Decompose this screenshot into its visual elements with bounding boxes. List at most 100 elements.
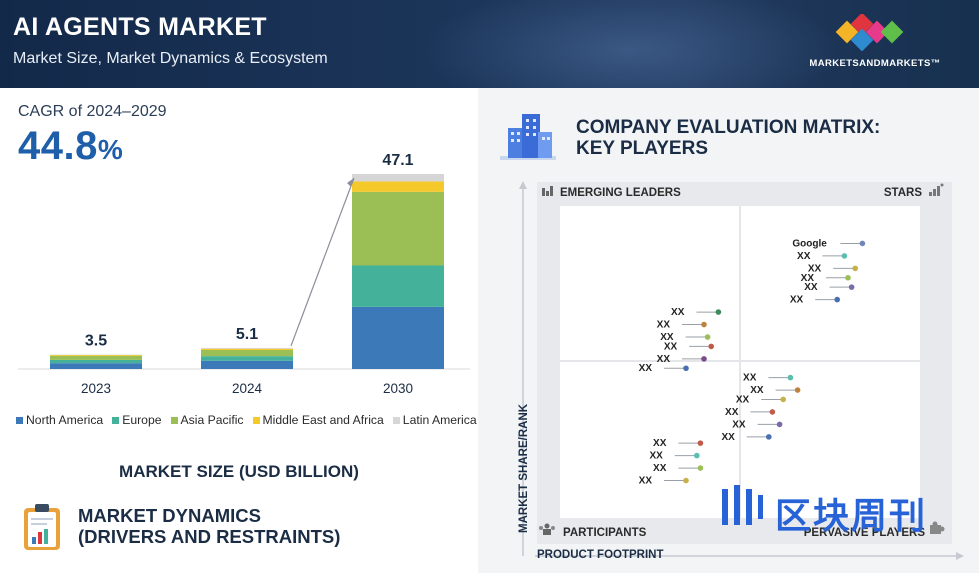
page-title: AI AGENTS MARKET [13, 13, 267, 41]
company-point-marker [794, 387, 801, 393]
company-point-label: XX [671, 307, 685, 318]
legend-swatch [170, 416, 178, 424]
market-size-bar-chart: 3.5 2023 5.1 2024 47.1 2030 [18, 152, 470, 396]
header-glow [420, 0, 840, 88]
participants-icon [539, 523, 555, 535]
bar-2030-middle-east-and-africa [352, 181, 444, 192]
watermark-text: 区块周刊 [775, 495, 928, 536]
company-point-label: XX [721, 432, 735, 443]
company-point-marker [769, 409, 776, 415]
company-point-label: XX [797, 251, 811, 262]
market-size-caption: MARKET SIZE (USD BILLION) [119, 462, 359, 481]
puzzle-icon [930, 521, 945, 534]
bar-total-label: 47.1 [382, 152, 413, 169]
legend-label: Middle East and Africa [262, 413, 384, 427]
company-point-label: XX [660, 332, 674, 343]
legend-item: Latin America [392, 413, 477, 427]
bar-2030-asia-pacific [352, 191, 444, 266]
matrix-title[interactable]: COMPANY EVALUATION MATRIX: KEY PLAYERS [576, 117, 880, 159]
legend-label: North America [26, 413, 104, 427]
company-point-label: XX [725, 407, 739, 418]
company-point-marker [845, 274, 851, 281]
company-point-label: XX [808, 263, 822, 274]
chart-legend: North America Europe Asia Pacific Middle Ea… [16, 413, 477, 427]
page-subtitle: Market Size, Market Dynamics & Ecosystem [13, 50, 328, 67]
company-point-label: XX [664, 341, 678, 352]
legend-item: Europe [112, 413, 162, 427]
company-point-marker [704, 334, 711, 340]
market-dynamics-title-line2: (DRIVERS AND RESTRAINTS) [78, 526, 341, 547]
cagr-label: CAGR of 2024–2029 [18, 103, 167, 120]
company-point-marker [841, 253, 848, 259]
company-point-label: Google [792, 238, 827, 249]
company-point-label: XX [750, 385, 764, 396]
bar-2023-asia-pacific [50, 355, 142, 360]
company-point-marker [852, 265, 858, 272]
bar-2024-middle-east-and-africa [201, 348, 293, 350]
bar-total-label: 5.1 [236, 326, 258, 343]
company-evaluation-matrix: EMERGING LEADERS STARS PARTICIPANTS PERV… [518, 181, 964, 560]
company-point-marker [848, 284, 855, 290]
cagr-number: 44.8 [18, 124, 98, 168]
x-tick-label: 2023 [81, 381, 111, 396]
growth-arrow-line [290, 177, 355, 347]
quadrant-label-participants: PARTICIPANTS [563, 527, 647, 539]
legend-label: Europe [122, 413, 162, 427]
growth-arrow-head [347, 178, 354, 187]
company-point-label: XX [657, 320, 671, 331]
bar-2024-asia-pacific [201, 349, 293, 357]
legend-swatch [252, 416, 260, 424]
watermark-logo-icon [722, 485, 763, 525]
bar-2023-middle-east-and-africa [50, 354, 142, 356]
legend-swatch [392, 416, 400, 424]
company-point-marker [708, 343, 714, 350]
legend-item: North America [16, 413, 103, 427]
company-point-marker [694, 452, 700, 459]
matrix-points: GoogleXXXXXXXXXXXXXXXXXXXXXXXXXXXXXXXXXX… [639, 238, 866, 487]
y-axis-title: MARKET SHARE/RANK [518, 403, 530, 533]
company-point-label: XX [736, 394, 750, 405]
x-tick-label: 2030 [383, 381, 413, 396]
bar-2030-north-america [352, 306, 444, 369]
bar-total-label: 3.5 [85, 333, 107, 350]
bar-2030-europe [352, 265, 444, 307]
company-point-marker [697, 465, 704, 471]
brand-logo[interactable]: MARKETSANDMARKETS™ [790, 12, 960, 74]
market-dynamics-title-line1: MARKET DYNAMICS [78, 505, 261, 526]
brand-logo-icon [835, 12, 904, 52]
legend-label: Asia Pacific [180, 413, 244, 427]
legend-item: Middle East and Africa [252, 413, 384, 427]
x-axis-title-text: PRODUCT FOOTPRINT [537, 549, 664, 561]
bar-2024-latin-america [201, 347, 293, 349]
company-point-marker [787, 374, 794, 381]
matrix-title-line2: KEY PLAYERS [576, 138, 708, 159]
company-point-marker [697, 440, 704, 446]
company-point-label: XX [653, 463, 667, 474]
x-tick-label: 2024 [232, 381, 263, 396]
company-point-label: XX [639, 476, 653, 487]
company-point-marker [683, 477, 689, 484]
company-point-label: XX [653, 438, 667, 449]
brand-logo-text: MARKETSANDMARKETS™ [809, 58, 941, 69]
y-axis-arrow [519, 181, 527, 189]
market-dynamics-title[interactable]: MARKET DYNAMICS (DRIVERS AND RESTRAINTS) [78, 505, 340, 547]
company-point-marker [701, 321, 707, 328]
company-point-marker [683, 365, 689, 372]
company-point-label: XX [743, 373, 757, 384]
legend-item: Asia Pacific [170, 413, 244, 427]
company-point-marker [834, 296, 840, 303]
quadrant-label-stars: STARS [884, 187, 922, 199]
cagr-unit: % [97, 134, 124, 165]
legend-label: Latin America [402, 413, 477, 427]
company-point-label: XX [790, 295, 804, 306]
emerging-leaders-icon [542, 186, 553, 196]
company-point-marker [859, 240, 866, 247]
company-point-label: XX [657, 354, 671, 365]
header-banner: AI AGENTS MARKET Market Size, Market Dyn… [0, 0, 979, 88]
company-point-marker [766, 434, 772, 440]
quadrant-label-emerging-leaders: EMERGING LEADERS [560, 187, 681, 199]
x-axis-arrow [956, 552, 964, 560]
company-point-label: XX [732, 419, 746, 430]
bar-2024-north-america [201, 360, 293, 369]
